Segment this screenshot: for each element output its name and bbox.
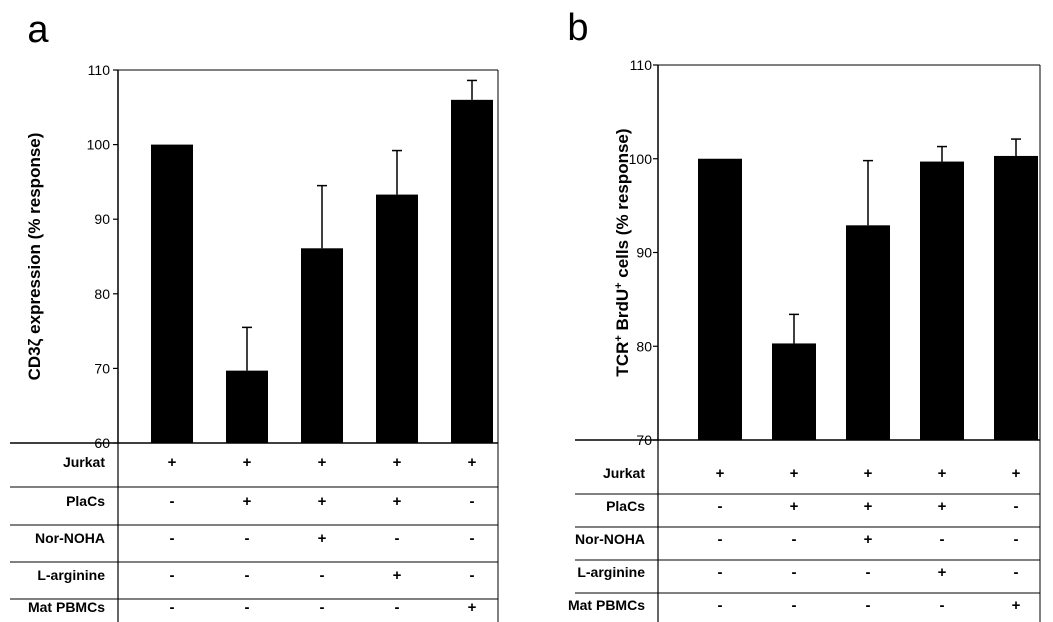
bar — [994, 155, 1038, 440]
condition-sign: - — [320, 567, 325, 584]
condition-sign: - — [470, 493, 475, 510]
condition-sign: - — [866, 564, 871, 581]
condition-row-label: Mat PBMCs — [568, 597, 645, 613]
condition-sign: + — [938, 465, 947, 482]
condition-sign: + — [864, 465, 873, 482]
condition-row-label: Jurkat — [603, 465, 645, 481]
panel-label: b — [567, 7, 588, 49]
condition-sign: - — [940, 597, 945, 614]
condition-sign: + — [716, 465, 725, 482]
condition-row-label: PlaCs — [606, 498, 645, 514]
y-tick-label: 90 — [94, 211, 110, 227]
condition-sign: - — [245, 530, 250, 547]
condition-sign: - — [245, 567, 250, 584]
condition-sign: - — [718, 531, 723, 548]
y-axis-title: TCR+ BrdU+ cells (% response) — [613, 128, 632, 376]
condition-sign: - — [170, 599, 175, 616]
condition-sign: - — [320, 599, 325, 616]
bar — [698, 158, 742, 440]
bar — [376, 194, 418, 443]
panel-label: a — [27, 9, 49, 51]
condition-sign: + — [243, 493, 252, 510]
condition-sign: + — [468, 599, 477, 616]
y-tick-label: 90 — [636, 245, 652, 261]
condition-sign: - — [718, 564, 723, 581]
condition-row-label: L-arginine — [37, 567, 105, 583]
condition-row-label: Mat PBMCs — [28, 599, 105, 615]
bar — [226, 370, 268, 443]
condition-sign: - — [792, 531, 797, 548]
condition-sign: - — [866, 597, 871, 614]
condition-sign: - — [170, 530, 175, 547]
condition-sign: - — [718, 597, 723, 614]
condition-sign: - — [792, 597, 797, 614]
bar — [920, 161, 964, 440]
condition-sign: + — [1012, 597, 1021, 614]
condition-row-label: L-arginine — [577, 564, 645, 580]
y-axis-title: CD3ζ expression (% response) — [25, 133, 44, 381]
y-tick-label: 100 — [87, 137, 111, 153]
condition-sign: - — [470, 530, 475, 547]
bar — [451, 99, 493, 443]
condition-sign: + — [864, 531, 873, 548]
y-tick-label: 80 — [94, 286, 110, 302]
condition-sign: + — [393, 454, 402, 471]
condition-sign: + — [468, 454, 477, 471]
condition-sign: - — [395, 530, 400, 547]
condition-row-label: PlaCs — [66, 493, 105, 509]
bar — [301, 248, 343, 443]
condition-sign: + — [318, 493, 327, 510]
condition-sign: + — [938, 498, 947, 515]
condition-sign: + — [1012, 465, 1021, 482]
condition-sign: - — [792, 564, 797, 581]
condition-sign: - — [170, 567, 175, 584]
condition-sign: + — [168, 454, 177, 471]
condition-sign: + — [790, 465, 799, 482]
y-tick-label: 80 — [636, 338, 652, 354]
condition-sign: + — [864, 498, 873, 515]
y-tick-label: 110 — [630, 57, 653, 73]
condition-sign: + — [938, 564, 947, 581]
bar — [772, 343, 816, 440]
condition-sign: - — [1014, 531, 1019, 548]
condition-sign: - — [395, 599, 400, 616]
condition-sign: - — [940, 531, 945, 548]
condition-sign: - — [470, 567, 475, 584]
condition-sign: + — [790, 498, 799, 515]
condition-row-label: Nor-NOHA — [575, 531, 645, 547]
y-tick-label: 70 — [94, 360, 110, 376]
condition-sign: - — [170, 493, 175, 510]
condition-sign: + — [243, 454, 252, 471]
y-tick-label: 110 — [88, 62, 111, 78]
condition-sign: + — [393, 493, 402, 510]
condition-sign: + — [393, 567, 402, 584]
condition-sign: - — [1014, 498, 1019, 515]
condition-sign: - — [718, 498, 723, 515]
condition-sign: + — [318, 530, 327, 547]
condition-sign: + — [318, 454, 327, 471]
bar — [846, 225, 890, 440]
y-tick-label: 100 — [629, 151, 653, 167]
condition-row-label: Nor-NOHA — [35, 530, 105, 546]
condition-row-label: Jurkat — [63, 454, 105, 470]
condition-sign: - — [1014, 564, 1019, 581]
bar — [151, 144, 193, 443]
condition-sign: - — [245, 599, 250, 616]
